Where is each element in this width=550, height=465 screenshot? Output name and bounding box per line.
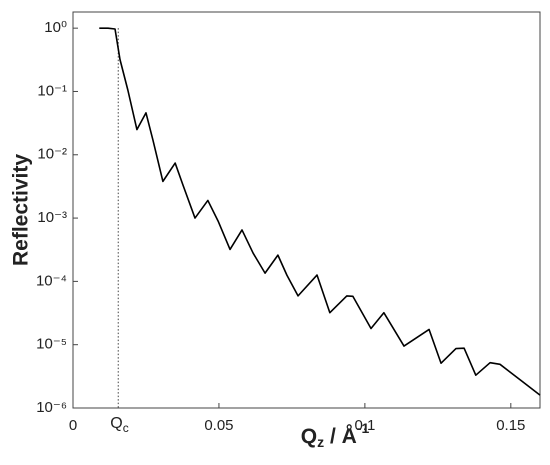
critical-q-sub: c [123, 421, 129, 435]
y-tick-label: 10⁻⁴ [36, 272, 67, 289]
critical-q-base: Q [110, 415, 122, 432]
x-tick-label: 0.15 [496, 417, 525, 434]
x-tick-label: 0.1 [354, 417, 375, 434]
y-tick-label: 10⁰ [44, 19, 67, 36]
y-tick-label: 10⁻³ [37, 209, 67, 226]
y-tick-label: 10⁻⁶ [36, 399, 67, 416]
x-label-sub: z [317, 434, 324, 450]
critical-q-label: Qc [110, 415, 128, 435]
x-axis-label: Qz / Å-1 [301, 420, 370, 450]
x-label-sup: -1 [357, 420, 370, 436]
x-tick-label: 0 [69, 417, 77, 434]
x-tick-label: 0.05 [204, 417, 233, 434]
x-label-base: Q [301, 425, 317, 448]
plot-frame [72, 11, 541, 409]
y-tick-label: 10⁻⁵ [36, 336, 67, 353]
reflectivity-curve [99, 27, 541, 396]
y-tick-label: 10⁻¹ [37, 82, 67, 99]
y-tick-label: 10⁻² [37, 146, 67, 163]
y-axis-label: Reflectivity [10, 154, 33, 266]
x-label-rest: / Å [324, 424, 357, 448]
